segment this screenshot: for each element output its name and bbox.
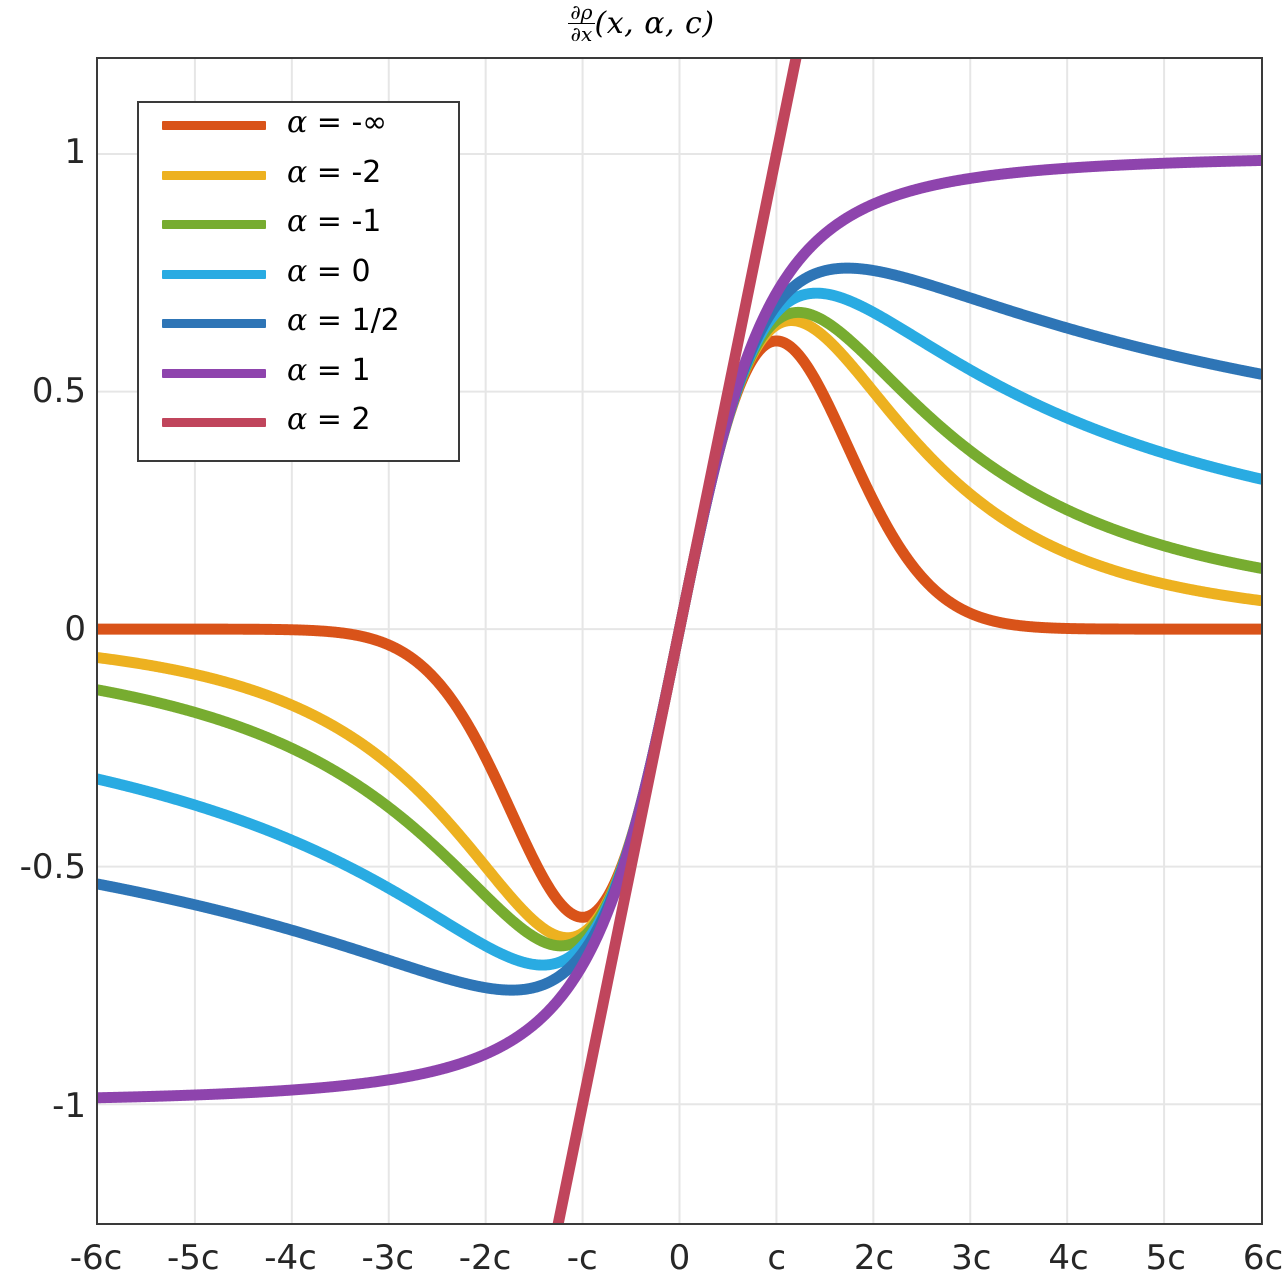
x-tick-label: 2c — [853, 1238, 895, 1278]
y-tick-label: -1 — [52, 1085, 86, 1126]
chart-legend[interactable]: α = -∞ α = -2 α = -1 α = 0 α = 1/2 α = 1 α = 2 — [137, 101, 460, 462]
chart-title: ∂ρ ∂x (x, α, c) — [0, 2, 1283, 45]
legend-color-swatch — [162, 319, 266, 328]
x-tick-label: -4c — [264, 1238, 317, 1278]
title-fraction: ∂ρ ∂x — [568, 0, 595, 46]
legend-item[interactable]: α = 2 — [139, 402, 458, 440]
legend-item[interactable]: α = 1/2 — [139, 303, 458, 341]
plot-area — [96, 57, 1263, 1225]
x-tick-label: -2c — [458, 1238, 512, 1278]
legend-color-swatch — [162, 269, 266, 279]
x-tick-label: c — [767, 1238, 787, 1278]
legend-item[interactable]: α = -1 — [139, 204, 458, 242]
legend-item-label: α = 2 — [287, 402, 371, 437]
legend-item-label: α = 0 — [287, 253, 371, 289]
title-denominator: ∂x — [570, 22, 593, 46]
y-tick-label: 1 — [64, 132, 86, 173]
x-tick-label: -3c — [361, 1238, 415, 1278]
legend-item-label: α = 1/2 — [287, 303, 400, 338]
legend-item-label: α = -∞ — [287, 105, 388, 140]
curve-2 — [552, 59, 802, 1223]
x-tick-label: 6c — [1242, 1238, 1283, 1278]
plot-svg — [98, 59, 1261, 1223]
legend-color-swatch — [162, 121, 266, 130]
x-tick-label: 0 — [668, 1238, 691, 1278]
x-tick-label: -6c — [69, 1238, 123, 1278]
title-numerator: ∂ρ — [568, 0, 595, 24]
data-curves — [98, 59, 1261, 1223]
x-tick-label: 4c — [1048, 1238, 1089, 1278]
y-tick-label: 0 — [64, 609, 86, 650]
x-tick-label: 5c — [1145, 1238, 1186, 1278]
legend-item-label: α = -1 — [287, 204, 382, 239]
legend-color-swatch — [162, 170, 266, 180]
legend-color-swatch — [162, 368, 266, 378]
legend-color-swatch — [162, 418, 266, 427]
legend-item-label: α = 1 — [287, 352, 371, 388]
legend-color-swatch — [162, 220, 266, 229]
title-arguments: (x, α, c) — [594, 6, 715, 41]
legend-item-label: α = -2 — [287, 154, 382, 190]
y-tick-label: 0.5 — [31, 370, 86, 411]
legend-item[interactable]: α = 1 — [139, 353, 458, 391]
legend-item[interactable]: α = 0 — [139, 254, 458, 292]
legend-item[interactable]: α = -2 — [139, 155, 458, 193]
y-tick-label: -0.5 — [19, 847, 86, 888]
x-tick-label: 3c — [951, 1238, 992, 1278]
legend-item[interactable]: α = -∞ — [139, 105, 458, 143]
x-tick-label: -c — [566, 1238, 598, 1278]
x-tick-label: -5c — [166, 1238, 220, 1278]
